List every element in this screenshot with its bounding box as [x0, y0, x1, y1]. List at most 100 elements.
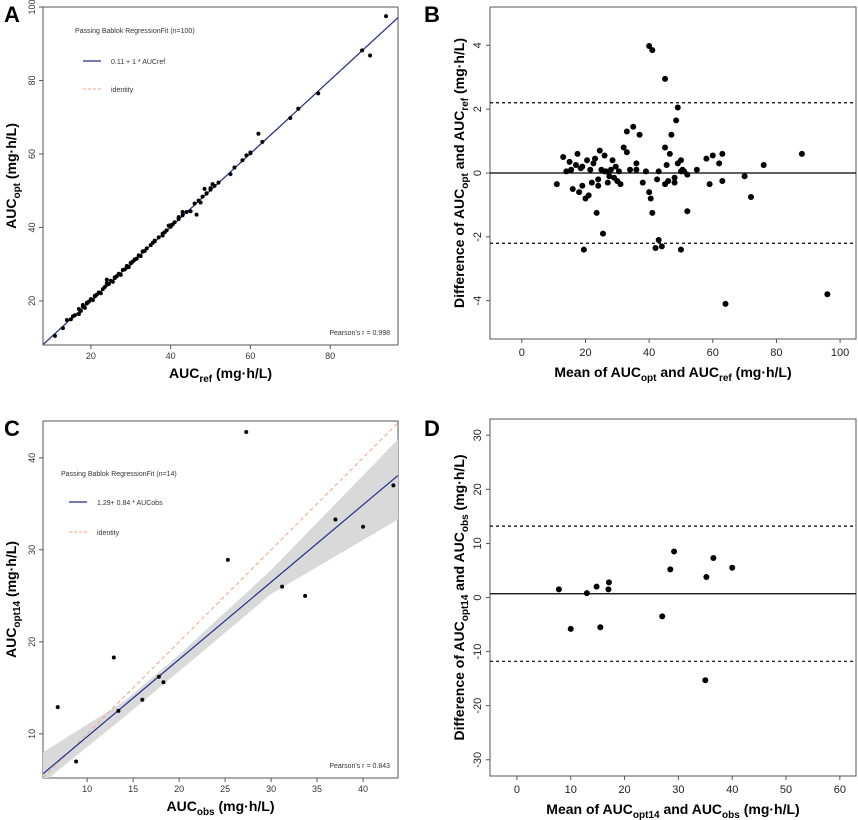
y-axis-title: AUCopt (mg·h/L)	[3, 123, 23, 229]
panel-letter-A: A	[4, 2, 20, 27]
plot-frame	[42, 420, 399, 779]
x-tick-label: 30	[266, 784, 276, 794]
data-point	[585, 192, 592, 199]
y-tick-label: 30	[472, 429, 484, 441]
x-axis-title: Mean of AUCopt14 and AUCobs (mg·h/L)	[546, 801, 799, 820]
label-part: Mean of AUC	[554, 364, 641, 380]
x-tick-label: 40	[643, 347, 655, 359]
data-point	[636, 131, 643, 138]
data-point	[192, 201, 197, 206]
label-part: and AUC	[451, 111, 467, 173]
x-tick-label: 100	[831, 347, 849, 359]
data-point	[152, 239, 157, 244]
data-point	[580, 246, 587, 253]
label-part: opt	[641, 373, 657, 384]
x-tick-label: 80	[325, 351, 335, 361]
data-point	[184, 210, 189, 215]
y-axis-title: AUCopt14 (mg·h/L)	[3, 541, 23, 658]
data-point	[360, 48, 365, 53]
label-part: obs	[722, 810, 740, 820]
legend-regression-label: 0.11 + 1 * AUCref	[111, 59, 165, 66]
data-point	[202, 186, 207, 191]
label-part: ref	[719, 373, 732, 384]
data-point	[156, 235, 161, 240]
label-part: AUC	[167, 798, 197, 814]
x-tick-label: 40	[166, 351, 176, 361]
data-point	[623, 128, 630, 135]
data-point	[709, 152, 716, 159]
x-tick-label: 15	[128, 784, 138, 794]
data-point	[693, 166, 700, 173]
data-point	[706, 181, 713, 188]
label-part: (mg·h/L)	[215, 798, 275, 814]
confidence-band	[43, 439, 398, 778]
data-point	[574, 150, 581, 157]
data-point	[560, 154, 567, 161]
data-point	[671, 179, 678, 186]
label-part: Mean of AUC	[546, 801, 633, 817]
data-point	[52, 333, 57, 338]
y-tick-label: 60	[27, 149, 37, 159]
label-part: Difference of AUC	[451, 621, 467, 740]
data-point	[110, 279, 115, 284]
data-point	[662, 181, 669, 188]
data-point	[208, 186, 213, 191]
data-point	[64, 318, 69, 323]
data-point	[132, 257, 137, 262]
y-tick-label: -20	[472, 698, 484, 714]
label-part: opt	[460, 172, 471, 188]
data-point	[566, 158, 573, 165]
data-point	[176, 215, 181, 220]
data-point	[595, 176, 602, 183]
data-point	[555, 586, 562, 593]
pearson-annotation: Pearson's r = 0.843	[329, 763, 390, 770]
data-point	[128, 261, 133, 266]
x-tick-label: 35	[312, 784, 322, 794]
y-tick-label: 20	[27, 296, 37, 306]
y-tick-label: 40	[27, 222, 37, 232]
data-point	[677, 246, 684, 253]
data-point	[82, 305, 87, 310]
x-tick-label: 10	[565, 784, 577, 796]
data-point	[655, 168, 662, 175]
panel-C: 10 15 20 25 30 35 40 10 20 30 40 Passing Bablok Reg…	[3, 420, 399, 818]
label-part: opt14	[12, 600, 23, 627]
plot-area	[43, 14, 398, 345]
label-part: (mg·h/L)	[3, 541, 19, 601]
data-point	[604, 179, 611, 186]
data-point	[671, 174, 678, 181]
data-point	[303, 593, 308, 598]
data-point	[288, 115, 293, 120]
data-point	[601, 168, 608, 175]
data-point	[663, 162, 670, 169]
x-tick-label: 25	[220, 784, 230, 794]
panel-letter-C: C	[4, 416, 20, 441]
data-point	[597, 624, 604, 631]
data-point	[244, 153, 249, 158]
data-point	[572, 162, 579, 169]
data-point	[212, 183, 217, 188]
data-point	[647, 195, 654, 202]
panel-A: 20 40 60 80 20 40 60 80 100 Passing Bablok Regres…	[3, 0, 399, 385]
data-point	[654, 176, 661, 183]
panel-D: 0 10 20 30 40 50 60 -30 -20 -10 0 10 20 30 Mean of AUC…	[451, 418, 857, 820]
data-point	[646, 42, 653, 49]
label-part: opt14	[460, 594, 471, 621]
x-tick-label: 20	[174, 784, 184, 794]
x-axis-title: Mean of AUCopt and AUCref (mg·h/L)	[554, 364, 791, 384]
data-point	[596, 147, 603, 154]
data-point	[76, 312, 81, 317]
y-tick-label: 10	[472, 537, 484, 549]
y-axis-title: Difference of AUCopt14 and AUCobs (mg·h/…	[451, 454, 471, 740]
data-point	[180, 213, 185, 218]
plot-area	[490, 525, 856, 684]
label-part: obs	[197, 807, 215, 818]
data-point	[260, 139, 265, 144]
data-point	[228, 172, 233, 177]
x-tick-label: 10	[82, 784, 92, 794]
data-point	[684, 208, 691, 215]
data-point	[684, 171, 691, 178]
x-axis-title: AUCref (mg·h/L)	[169, 365, 272, 385]
label-part: Difference of AUC	[451, 189, 467, 308]
